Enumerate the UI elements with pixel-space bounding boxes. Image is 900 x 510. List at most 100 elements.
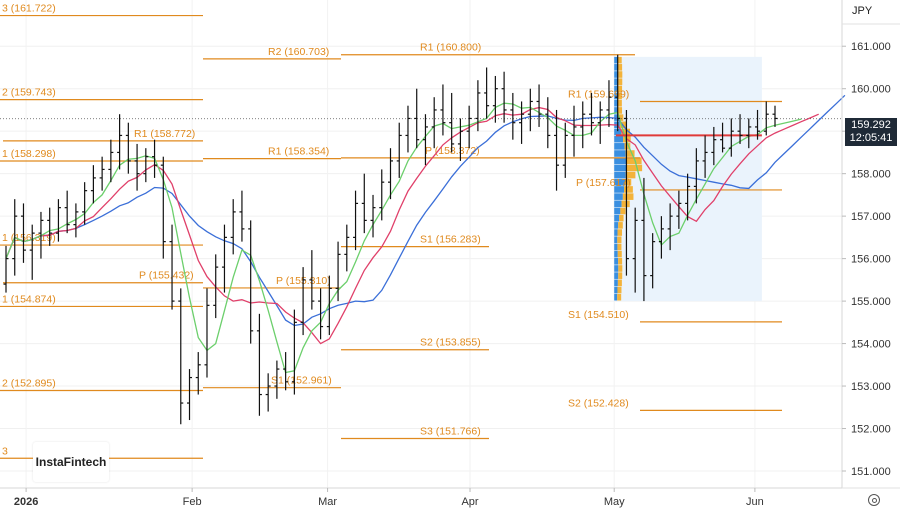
settings-gear-icon[interactable] — [868, 494, 880, 506]
volume-profile-bar-buy — [614, 243, 618, 251]
x-tick-label: Jun — [746, 496, 764, 508]
currency-label[interactable]: JPY — [852, 5, 873, 17]
ohlc-bar — [562, 122, 568, 178]
ohlc-bar — [510, 92, 516, 140]
ohlc-bar — [772, 105, 778, 127]
volume-profile-bar-buy — [614, 99, 618, 107]
volume-profile-bar-sell — [622, 193, 634, 200]
ohlc-bar — [685, 173, 691, 221]
ohlc-bar — [152, 139, 158, 178]
volume-profile-bar-buy — [614, 214, 620, 222]
volume-profile-bar-sell — [618, 71, 623, 78]
ohlc-bar — [283, 352, 289, 391]
ohlc-bar — [492, 75, 498, 123]
volume-profile-bar-sell — [617, 286, 622, 294]
ma-fast-line — [5, 102, 802, 374]
volume-profile-bar-sell — [617, 229, 623, 236]
volume-profile-bar-buy — [614, 250, 618, 258]
volume-profile-bar-sell — [617, 85, 623, 93]
ohlc-bar — [728, 118, 734, 157]
last-price-time: 12:05:41 — [849, 132, 893, 144]
ohlc-bar — [370, 194, 376, 238]
pivot-label: 1 (158.298) — [2, 148, 56, 160]
ohlc-bar — [160, 156, 166, 259]
volume-profile-bar-sell — [625, 171, 636, 179]
ohlc-bar — [396, 122, 402, 178]
ohlc-bar — [571, 105, 577, 157]
ohlc-bar — [484, 67, 490, 119]
volume-profile-bar-buy — [614, 178, 626, 186]
ohlc-bar — [73, 203, 79, 238]
ohlc-bar — [3, 245, 9, 293]
pivot-label: R1 (158.772) — [134, 128, 195, 140]
ohlc-bar — [90, 165, 96, 204]
y-tick-label: 161.000 — [851, 41, 891, 53]
volume-profile-bar-sell — [618, 64, 623, 71]
x-tick-label: May — [604, 496, 625, 508]
ohlc-bar — [449, 92, 455, 153]
volume-profile-bar-buy — [614, 286, 618, 294]
volume-profile-bar-sell — [624, 143, 631, 150]
ohlc-bar — [204, 288, 210, 378]
ohlc-bar — [134, 143, 140, 191]
volume-profile-bar-sell — [617, 243, 622, 251]
ohlc-bar — [169, 224, 175, 310]
x-tick-label: Apr — [461, 496, 478, 508]
volume-profile-bar-buy — [614, 135, 624, 143]
volume-profile-bar-sell — [617, 56, 622, 64]
ohlc-bar — [536, 84, 542, 127]
ohlc-bar — [82, 182, 88, 225]
y-tick-label: 160.000 — [851, 84, 891, 96]
pivot-label: S1 (156.283) — [420, 234, 481, 246]
volume-profile-bar-sell — [626, 157, 642, 165]
pivot-label: S2 (152.428) — [568, 397, 629, 409]
volume-profile-bar-buy — [614, 222, 619, 229]
volume-profile-bar-buy — [614, 85, 618, 93]
volume-profile-bar-sell — [620, 207, 626, 215]
volume-profile-bar-buy — [614, 143, 625, 150]
ma-mid-line — [5, 106, 819, 345]
y-tick-label: 152.000 — [851, 424, 891, 436]
volume-profile-bar-sell — [626, 164, 643, 172]
ohlc-bar — [519, 101, 525, 144]
ohlc-bar — [763, 101, 769, 136]
ohlc-bar — [12, 199, 18, 276]
ohlc-bar — [414, 88, 420, 149]
ohlc-bar — [667, 203, 673, 251]
volume-profile-bar-sell — [618, 222, 623, 229]
ohlc-bar — [737, 114, 743, 144]
ohlc-bar — [326, 275, 332, 336]
ohlc-bar — [457, 118, 463, 161]
ohlc-bar — [545, 97, 551, 149]
x-tick-label: 2026 — [14, 496, 38, 508]
pivot-label: S1 (152.961) — [271, 375, 332, 387]
volume-profile-bar-sell — [618, 272, 623, 279]
ohlc-bar — [431, 97, 437, 149]
ohlc-bar — [195, 352, 201, 395]
ohlc-bar — [99, 156, 105, 191]
ohlc-bar — [300, 267, 306, 336]
volume-profile-bar-buy — [614, 78, 619, 85]
ohlc-bar — [746, 118, 752, 149]
pivot-label: 3 — [2, 445, 8, 457]
brand-logo-text: InstaFintech — [35, 455, 107, 469]
pivot-label: S1 (154.510) — [568, 309, 629, 321]
ohlc-bar — [501, 71, 507, 123]
volume-profile-bar-sell — [621, 200, 630, 208]
ohlc-bar — [379, 169, 385, 221]
ohlc-bar — [641, 177, 647, 302]
ohlc-bar — [588, 92, 594, 136]
volume-profile-bar-buy — [614, 157, 627, 165]
pivot-label: 2 (152.895) — [2, 378, 56, 390]
ohlc-bar — [221, 224, 227, 293]
volume-profile-bar-buy — [614, 171, 626, 179]
ohlc-bar — [353, 190, 359, 251]
pivot-label: 2 (159.743) — [2, 87, 56, 99]
volume-profile-bar-buy — [614, 236, 618, 244]
ohlc-bar — [527, 88, 533, 132]
ohlc-bar — [693, 148, 699, 204]
ma-slow-line — [5, 94, 846, 327]
volume-profile-bar-sell — [617, 236, 622, 244]
pivot-label: R2 (160.703) — [268, 46, 329, 58]
